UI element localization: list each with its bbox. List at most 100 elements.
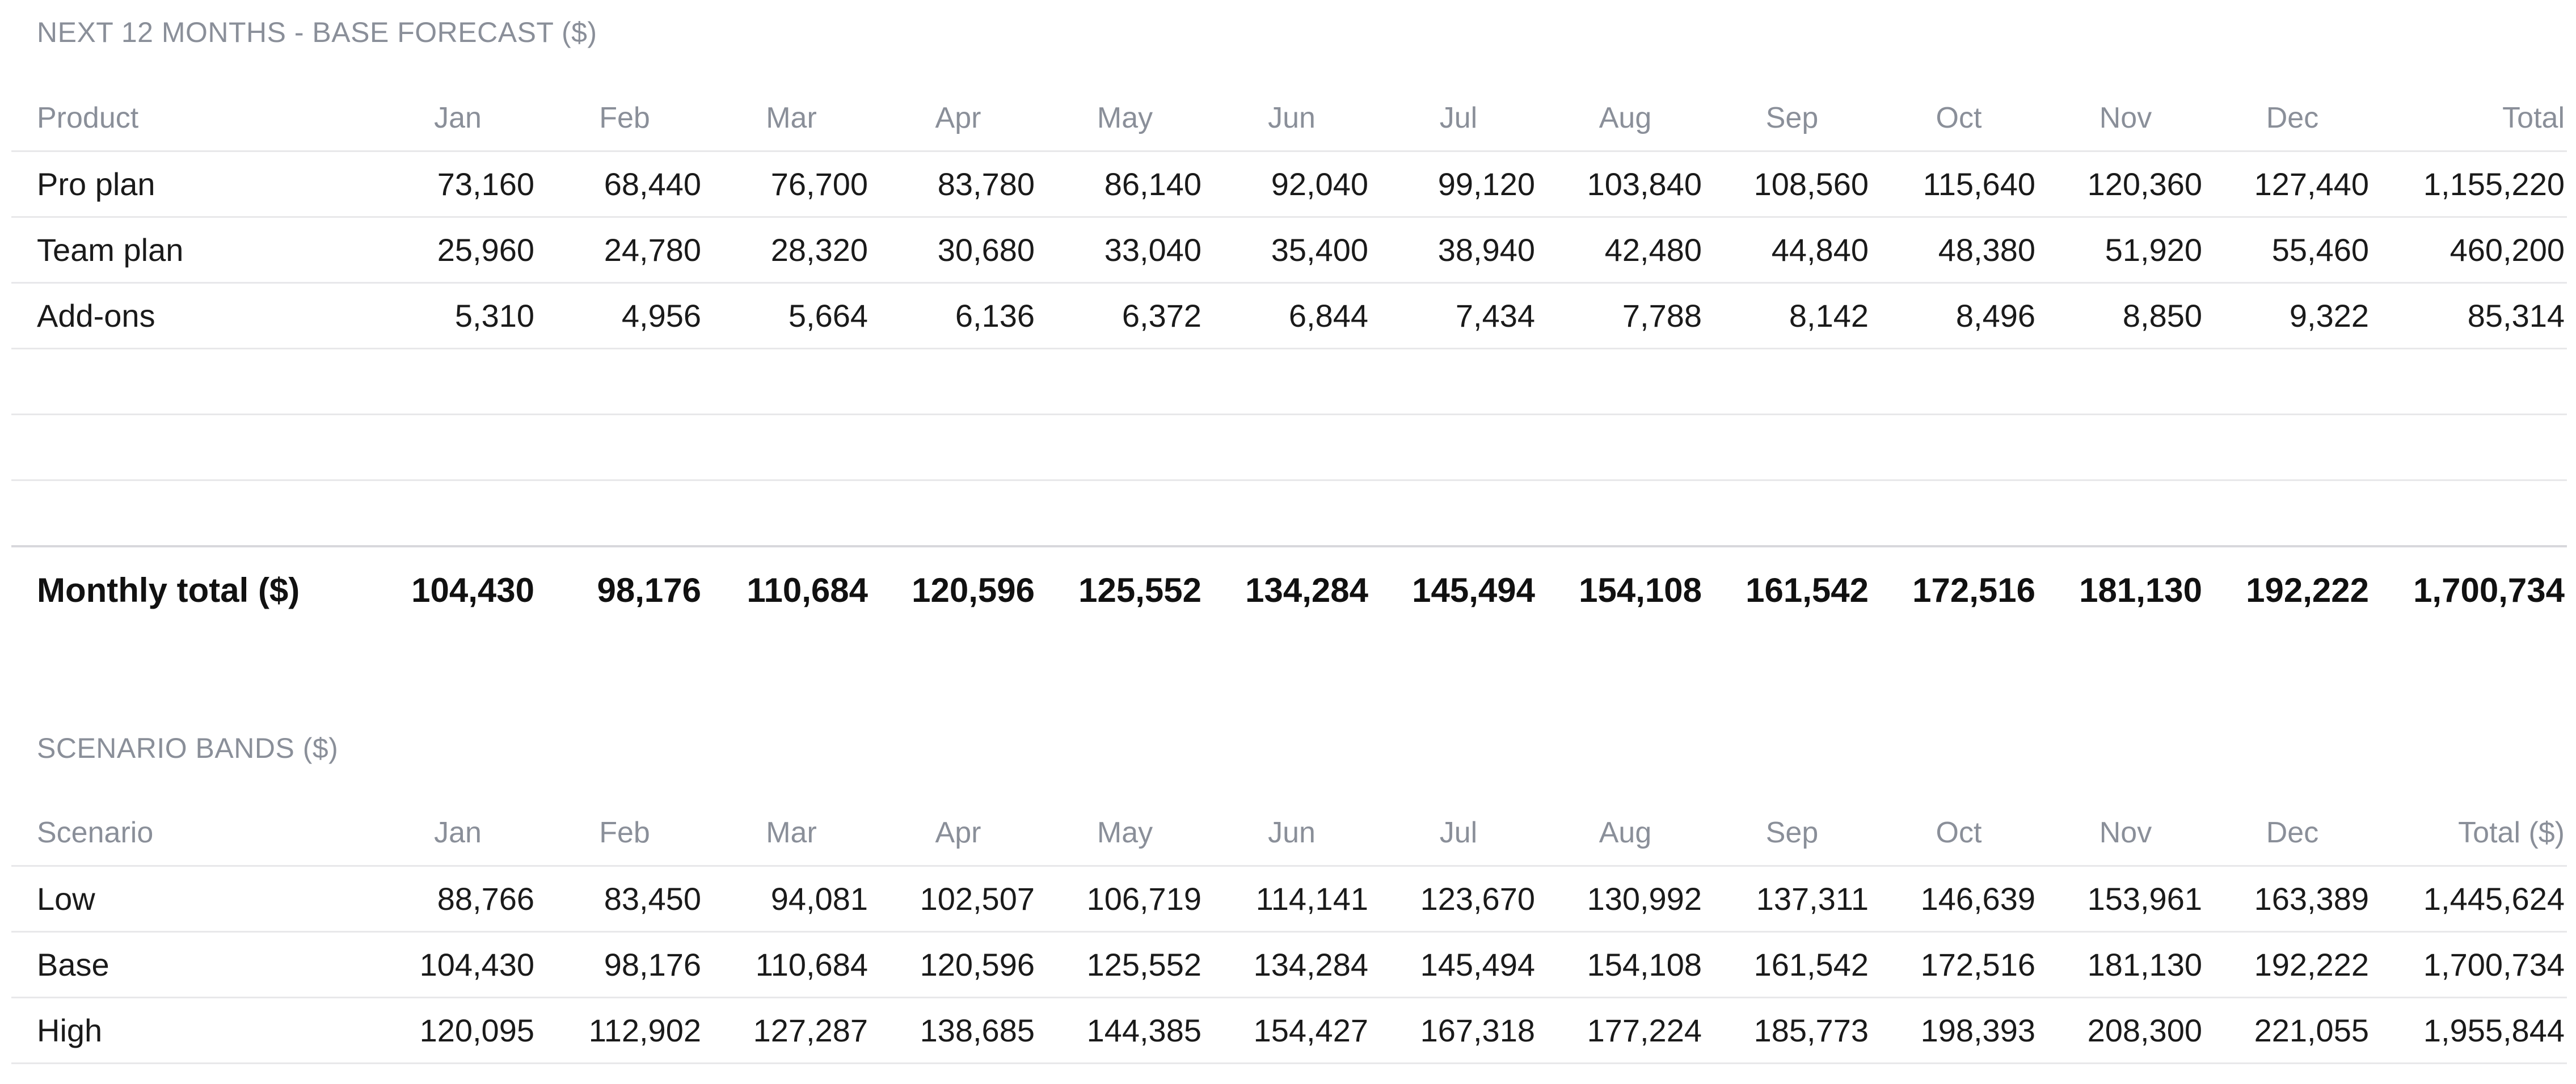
row-label: Low (11, 866, 374, 933)
row-total: 1,955,844 (2376, 997, 2567, 1064)
cell-value: 76,700 (708, 151, 875, 218)
cell-value: 9,322 (2209, 282, 2376, 349)
cell-value: 115,640 (1875, 151, 2042, 218)
column-header-aug: Aug (1542, 800, 1709, 867)
total-cell-value: 154,108 (1579, 571, 1702, 609)
scenario-section-title: SCENARIO BANDS ($) (37, 732, 339, 764)
column-header-total: Total (2376, 85, 2567, 152)
column-header-jan: Jan (374, 85, 541, 152)
total-cell-value: 145,494 (1412, 571, 1535, 609)
cell-value: 123,670 (1375, 866, 1542, 933)
table-row: Low 88,766 83,450 94,081 102,507 106,719… (11, 866, 2567, 933)
cell-value: 8,496 (1875, 282, 2042, 349)
cell-value: 28,320 (708, 217, 875, 284)
cell-value: 68,440 (541, 151, 708, 218)
column-header-dec: Dec (2209, 800, 2376, 867)
cell-value: 120,095 (374, 997, 541, 1064)
cell-value: 5,310 (374, 282, 541, 349)
cell-value: 48,380 (1875, 217, 2042, 284)
cell-value: 125,552 (1042, 931, 1208, 998)
row-total: 1,445,624 (2376, 866, 2567, 933)
forecast-section-title: NEXT 12 MONTHS - BASE FORECAST ($) (37, 16, 597, 48)
cell-value: 120,360 (2042, 151, 2209, 218)
table-row: Pro plan 73,160 68,440 76,700 83,780 86,… (11, 151, 2567, 218)
cell-value: 8,142 (1709, 282, 1875, 349)
scenario-table: Scenario Jan Feb Mar Apr May Jun Jul Aug… (11, 800, 2567, 1064)
row-total: 1,155,220 (2376, 151, 2567, 218)
column-header-product: Product (11, 85, 374, 152)
cell-value: 177,224 (1542, 997, 1709, 1064)
total-cell-value: 161,542 (1746, 571, 1869, 609)
cell-value: 6,844 (1208, 282, 1375, 349)
cell-value: 154,108 (1542, 931, 1709, 998)
empty-row (11, 414, 2567, 481)
cell-value: 42,480 (1542, 217, 1709, 284)
total-cell-value: 192,222 (2246, 571, 2369, 609)
column-header-sep: Sep (1709, 85, 1875, 152)
column-header-mar: Mar (708, 85, 875, 152)
cell-value: 99,120 (1375, 151, 1542, 218)
table-row: Team plan 25,960 24,780 28,320 30,680 33… (11, 217, 2567, 284)
cell-value: 127,287 (708, 997, 875, 1064)
row-label: Base (11, 931, 374, 998)
cell-value: 102,507 (875, 866, 1042, 933)
total-cell-value: 98,176 (597, 571, 701, 609)
column-header-oct: Oct (1875, 85, 2042, 152)
cell-value: 83,450 (541, 866, 708, 933)
cell-value: 185,773 (1709, 997, 1875, 1064)
cell-value: 163,389 (2209, 866, 2376, 933)
cell-value: 104,430 (374, 931, 541, 998)
cell-value: 198,393 (1875, 997, 2042, 1064)
column-header-may: May (1042, 800, 1208, 867)
cell-value: 153,961 (2042, 866, 2209, 933)
forecast-header-row: Product Jan Feb Mar Apr May Jun Jul Aug … (11, 85, 2567, 152)
total-row-label: Monthly total ($) (37, 571, 300, 609)
column-header-feb: Feb (541, 85, 708, 152)
cell-value: 144,385 (1042, 997, 1208, 1064)
cell-value: 114,141 (1208, 866, 1375, 933)
cell-value: 127,440 (2209, 151, 2376, 218)
cell-value: 7,788 (1542, 282, 1709, 349)
total-cell-value: 110,684 (747, 571, 868, 609)
cell-value: 92,040 (1208, 151, 1375, 218)
cell-value: 161,542 (1709, 931, 1875, 998)
empty-row (11, 480, 2567, 547)
cell-value: 6,372 (1042, 282, 1208, 349)
cell-value: 35,400 (1208, 217, 1375, 284)
column-header-jul: Jul (1375, 800, 1542, 867)
row-label: Pro plan (11, 151, 374, 218)
cell-value: 51,920 (2042, 217, 2209, 284)
cell-value: 103,840 (1542, 151, 1709, 218)
cell-value: 6,136 (875, 282, 1042, 349)
cell-value: 5,664 (708, 282, 875, 349)
row-total: 460,200 (2376, 217, 2567, 284)
cell-value: 30,680 (875, 217, 1042, 284)
cell-value: 145,494 (1375, 931, 1542, 998)
empty-row (11, 348, 2567, 415)
column-header-apr: Apr (875, 800, 1042, 867)
cell-value: 25,960 (374, 217, 541, 284)
column-header-oct: Oct (1875, 800, 2042, 867)
cell-value: 138,685 (875, 997, 1042, 1064)
column-header-nov: Nov (2042, 800, 2209, 867)
monthly-total-row: Monthly total ($) 104,430 98,176 110,684… (11, 546, 2567, 632)
cell-value: 94,081 (708, 866, 875, 933)
total-cell-value: 125,552 (1078, 571, 1201, 609)
cell-value: 192,222 (2209, 931, 2376, 998)
cell-value: 44,840 (1709, 217, 1875, 284)
cell-value: 108,560 (1709, 151, 1875, 218)
column-header-jun: Jun (1208, 800, 1375, 867)
cell-value: 106,719 (1042, 866, 1208, 933)
cell-value: 167,318 (1375, 997, 1542, 1064)
total-cell-value: 181,130 (2079, 571, 2202, 609)
cell-value: 38,940 (1375, 217, 1542, 284)
column-header-jan: Jan (374, 800, 541, 867)
cell-value: 137,311 (1709, 866, 1875, 933)
cell-value: 154,427 (1208, 997, 1375, 1064)
column-header-aug: Aug (1542, 85, 1709, 152)
cell-value: 7,434 (1375, 282, 1542, 349)
column-header-apr: Apr (875, 85, 1042, 152)
cell-value: 98,176 (541, 931, 708, 998)
cell-value: 208,300 (2042, 997, 2209, 1064)
